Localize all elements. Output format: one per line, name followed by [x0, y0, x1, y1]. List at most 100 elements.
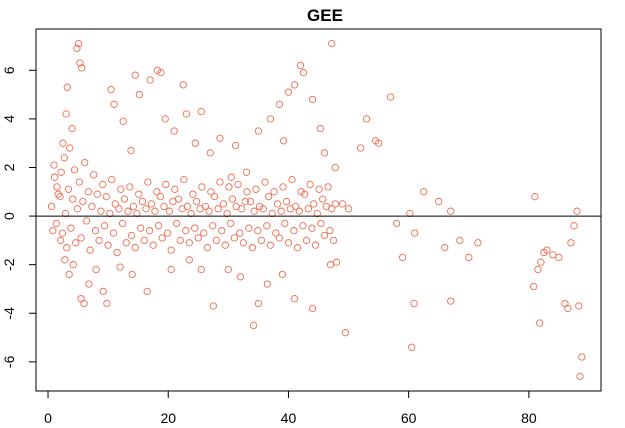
data-point	[92, 265, 100, 274]
data-point	[68, 124, 76, 133]
data-point	[79, 197, 87, 206]
data-point	[147, 200, 156, 208]
data-point	[297, 188, 305, 196]
data-point	[136, 224, 145, 232]
data-point	[140, 236, 148, 245]
data-point	[82, 217, 91, 225]
data-point	[284, 88, 293, 96]
data-point	[180, 175, 188, 184]
data-point	[57, 168, 65, 176]
data-point	[161, 115, 169, 123]
data-point	[100, 222, 109, 230]
data-point	[127, 231, 136, 240]
data-point	[176, 236, 184, 245]
data-point	[392, 219, 401, 228]
data-point	[165, 207, 174, 215]
data-point	[127, 146, 135, 155]
data-point	[73, 205, 82, 213]
data-point	[573, 207, 581, 215]
data-point	[110, 100, 118, 108]
data-point	[465, 253, 473, 262]
data-point	[97, 207, 105, 215]
data-point	[171, 185, 179, 193]
data-point	[103, 299, 111, 308]
data-point	[108, 175, 116, 184]
data-point	[107, 86, 115, 94]
data-point	[410, 299, 418, 308]
data-point	[264, 192, 273, 201]
data-point	[167, 265, 175, 274]
data-point	[290, 81, 299, 89]
data-point	[254, 299, 263, 308]
data-point	[167, 246, 175, 254]
data-point	[163, 229, 172, 237]
data-point	[316, 124, 324, 133]
points-layer	[47, 39, 586, 381]
data-point	[117, 185, 125, 193]
data-point	[278, 270, 287, 279]
data-point	[224, 265, 232, 274]
data-point	[564, 304, 572, 313]
data-point	[73, 44, 81, 53]
data-point	[49, 227, 57, 235]
data-point	[331, 200, 339, 208]
data-point	[231, 141, 240, 150]
data-point	[84, 188, 92, 196]
data-point	[146, 76, 154, 84]
data-point	[263, 222, 271, 230]
data-point	[212, 236, 220, 245]
data-point	[411, 229, 419, 237]
data-point	[206, 149, 214, 157]
data-point	[95, 236, 103, 245]
data-point	[216, 178, 224, 186]
data-point	[198, 183, 206, 191]
data-point	[575, 302, 583, 310]
data-point	[172, 219, 181, 228]
data-point	[54, 190, 62, 198]
data-point	[67, 224, 75, 232]
data-point	[131, 244, 139, 252]
data-point	[270, 188, 278, 196]
data-point	[214, 205, 222, 213]
data-point	[308, 95, 317, 104]
y-tick-label: 4	[1, 115, 17, 123]
y-tick-label: -2	[1, 258, 17, 271]
data-point	[151, 207, 159, 215]
data-point	[122, 239, 130, 247]
data-point	[207, 188, 215, 196]
data-point	[536, 319, 544, 327]
data-point	[311, 241, 320, 249]
data-point	[128, 270, 136, 279]
data-point	[245, 224, 253, 232]
data-point	[288, 175, 296, 184]
data-point	[93, 190, 101, 198]
data-point	[447, 297, 455, 305]
data-point	[90, 171, 98, 179]
data-point	[81, 158, 89, 167]
data-point	[201, 202, 210, 211]
data-point	[555, 253, 563, 262]
data-point	[310, 200, 318, 208]
data-point	[160, 202, 168, 211]
data-point	[52, 219, 61, 228]
data-point	[138, 197, 147, 206]
data-point	[219, 200, 228, 208]
data-point	[102, 192, 110, 201]
data-point	[111, 200, 119, 208]
data-point	[75, 39, 83, 48]
data-point	[279, 137, 288, 145]
y-tick-label: 6	[1, 66, 17, 74]
data-point	[263, 280, 272, 288]
data-point	[299, 222, 307, 230]
data-point	[292, 202, 300, 211]
data-point	[59, 139, 67, 147]
data-point	[156, 192, 165, 201]
data-point	[338, 200, 347, 208]
data-point	[257, 236, 266, 245]
data-point	[242, 168, 251, 176]
data-point	[266, 241, 275, 249]
data-point	[61, 256, 69, 264]
data-point	[306, 180, 314, 189]
data-point	[61, 209, 70, 218]
data-point	[185, 256, 193, 264]
